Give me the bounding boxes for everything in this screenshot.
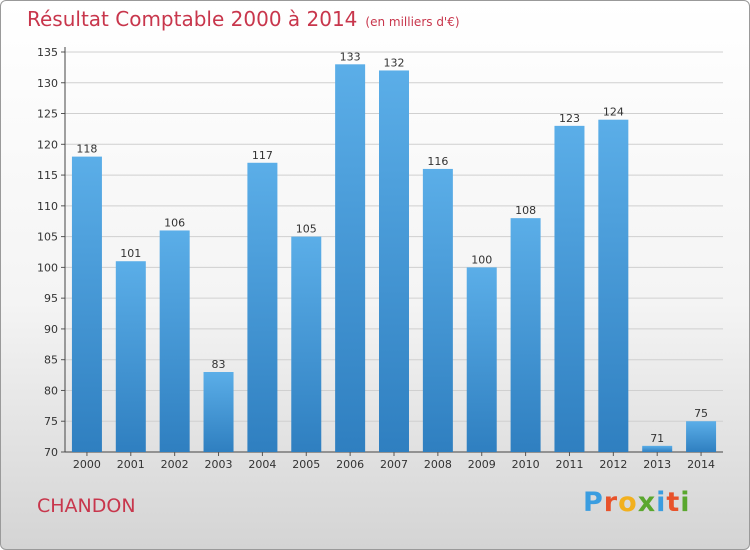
x-tick-label-2009: 2009 [468,458,496,471]
y-tick-label: 135 [37,46,58,59]
y-tick-label: 130 [37,77,58,90]
bar-2009 [466,267,497,452]
x-tick-label-2002: 2002 [161,458,189,471]
x-tick-label-2014: 2014 [687,458,715,471]
x-tick-label-2013: 2013 [643,458,671,471]
bar-2000 [71,156,102,452]
y-tick-label: 70 [44,446,58,459]
bar-2005 [291,236,322,452]
x-tick-label-2001: 2001 [117,458,145,471]
value-label-2006: 133 [340,50,361,63]
value-label-2000: 118 [76,143,97,156]
logo-letter: P [583,487,604,518]
value-label-2003: 83 [212,358,226,371]
value-label-2014: 75 [694,407,708,420]
value-label-2009: 100 [471,253,492,266]
bar-2012 [598,119,629,452]
chart-title: Résultat Comptable 2000 à 2014 (en millie… [27,7,460,31]
value-label-2001: 101 [120,247,141,260]
x-tick-label-2012: 2012 [599,458,627,471]
x-tick-label-2011: 2011 [555,458,583,471]
x-tick-label-2006: 2006 [336,458,364,471]
x-tick-label-2010: 2010 [512,458,540,471]
bar-2013 [642,445,673,452]
value-label-2005: 105 [296,223,317,236]
y-tick-label: 90 [44,323,58,336]
bar-2001 [115,261,146,452]
logo-letter: x [637,487,657,518]
y-tick-label: 80 [44,384,58,397]
logo-letter: i [656,487,667,518]
logo-letter: i [680,487,691,518]
y-tick-label: 95 [44,292,58,305]
x-tick-label-2005: 2005 [292,458,320,471]
value-label-2013: 71 [650,432,664,445]
y-tick-label: 100 [37,261,58,274]
value-label-2010: 108 [515,204,536,217]
value-label-2011: 123 [559,112,580,125]
logo-letter: r [603,487,619,518]
bar-2004 [247,162,278,452]
title-text: Résultat Comptable 2000 à 2014 [27,7,358,31]
bar-2006 [335,64,366,453]
value-label-2008: 116 [427,155,448,168]
bar-2007 [379,70,409,452]
y-tick-label: 115 [37,169,58,182]
y-tick-label: 85 [44,354,58,367]
value-label-2007: 132 [384,56,405,69]
bar-2008 [422,168,453,452]
bar-2002 [159,230,190,452]
value-label-2004: 117 [252,149,273,162]
bar-2011 [554,125,585,452]
bar-2003 [203,372,234,452]
x-tick-label-2003: 2003 [205,458,233,471]
y-tick-label: 120 [37,138,58,151]
commune-name: CHANDON [37,495,136,517]
y-tick-label: 105 [37,231,58,244]
y-tick-label: 75 [44,415,58,428]
value-label-2002: 106 [164,216,185,229]
x-tick-label-2008: 2008 [424,458,452,471]
x-tick-label-2000: 2000 [73,458,101,471]
proxiti-logo: Proxiti [583,487,691,518]
x-tick-label-2007: 2007 [380,458,408,471]
value-label-2012: 124 [603,106,624,119]
x-tick-label-2004: 2004 [248,458,276,471]
chart-subtitle: (en milliers d'€) [365,15,460,29]
bar-2010 [510,218,541,452]
logo-letter: t [666,487,681,518]
y-tick-label: 110 [37,200,58,213]
y-tick-label: 125 [37,108,58,121]
bar-2014 [686,421,717,452]
logo-letter: o [618,487,638,518]
